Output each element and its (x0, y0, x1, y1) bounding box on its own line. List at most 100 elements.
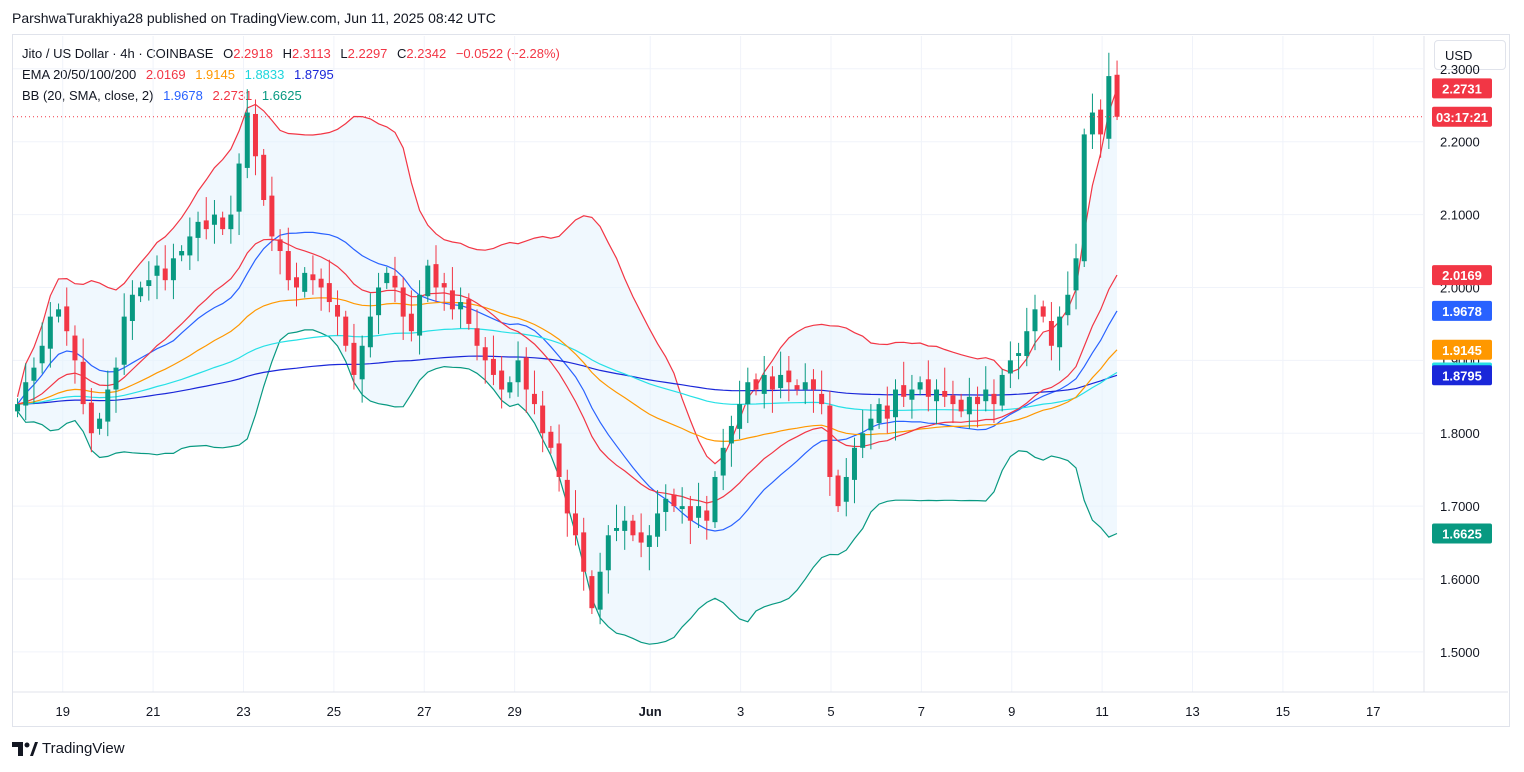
candle-body[interactable] (195, 221, 201, 238)
candle-body[interactable] (983, 389, 989, 402)
candle-body[interactable] (154, 265, 160, 276)
candle-body[interactable] (1040, 306, 1046, 317)
candle-body[interactable] (466, 299, 472, 324)
candle-body[interactable] (556, 443, 562, 477)
candle-body[interactable] (761, 374, 767, 394)
candle-body[interactable] (441, 283, 447, 288)
candle-body[interactable] (605, 535, 611, 571)
candle-body[interactable] (597, 571, 603, 610)
candle-body[interactable] (15, 404, 21, 412)
candle-body[interactable] (893, 389, 899, 418)
candle-body[interactable] (203, 220, 209, 230)
candle-body[interactable] (901, 385, 907, 397)
candle-body[interactable] (687, 506, 693, 521)
candle-body[interactable] (211, 214, 217, 225)
candle-body[interactable] (622, 520, 628, 531)
candle-body[interactable] (236, 163, 242, 212)
candle-body[interactable] (47, 316, 53, 349)
candle-body[interactable] (343, 316, 349, 346)
candle-body[interactable] (728, 425, 734, 444)
candle-body[interactable] (88, 402, 94, 434)
candle-body[interactable] (162, 268, 168, 281)
ema200-line[interactable] (17, 355, 1118, 405)
candle-body[interactable] (614, 528, 620, 531)
candle-body[interactable] (630, 520, 636, 536)
candle-body[interactable] (310, 274, 316, 281)
candle-body[interactable] (851, 447, 857, 480)
candle-body[interactable] (696, 506, 702, 518)
candle-body[interactable] (999, 374, 1005, 406)
candle-body[interactable] (1065, 294, 1071, 316)
candle-body[interactable] (958, 399, 964, 412)
candle-body[interactable] (326, 283, 332, 303)
candle-body[interactable] (589, 576, 595, 609)
candle-body[interactable] (975, 396, 981, 405)
candle-body[interactable] (351, 342, 357, 375)
legend-symbol[interactable]: Jito / US Dollar · 4h · COINBASE (22, 46, 214, 61)
candle-body[interactable] (1024, 331, 1030, 356)
candle-body[interactable] (31, 367, 37, 381)
candle-body[interactable] (564, 479, 570, 514)
candle-body[interactable] (876, 404, 882, 424)
candle-body[interactable] (408, 313, 414, 332)
candle-body[interactable] (318, 278, 324, 288)
candle-body[interactable] (720, 447, 726, 476)
candle-body[interactable] (507, 382, 513, 393)
candle-body[interactable] (909, 389, 915, 400)
candle-body[interactable] (384, 272, 390, 284)
candle-body[interactable] (712, 476, 718, 523)
candle-body[interactable] (105, 389, 111, 422)
candle-body[interactable] (925, 379, 931, 397)
candle-body[interactable] (220, 217, 226, 230)
ema20-line[interactable] (17, 238, 1118, 504)
candle-body[interactable] (146, 280, 152, 287)
candle-body[interactable] (966, 396, 972, 415)
candle-body[interactable] (655, 513, 661, 537)
candle-body[interactable] (1073, 258, 1079, 291)
candle-body[interactable] (753, 379, 759, 390)
tradingview-brand[interactable]: TradingView (12, 740, 125, 757)
candle-body[interactable] (56, 309, 62, 317)
candle-body[interactable] (490, 358, 496, 375)
candle-body[interactable] (531, 393, 537, 405)
candle-body[interactable] (302, 272, 308, 292)
candle-body[interactable] (671, 494, 677, 507)
candle-body[interactable] (540, 405, 546, 434)
candle-body[interactable] (170, 258, 176, 281)
candle-body[interactable] (778, 374, 784, 389)
candle-body[interactable] (769, 376, 775, 390)
candle-body[interactable] (810, 379, 816, 390)
candle-body[interactable] (187, 236, 193, 256)
candle-body[interactable] (499, 370, 505, 390)
candle-body[interactable] (285, 251, 291, 281)
candle-body[interactable] (64, 306, 70, 332)
candle-body[interactable] (261, 154, 267, 200)
legend-ema-row[interactable]: EMA 20/50/100/200 2.0169 1.9145 1.8833 1… (22, 67, 340, 82)
bb-basis-line[interactable] (17, 231, 1118, 532)
candle-body[interactable] (704, 510, 710, 521)
candle-body[interactable] (97, 418, 103, 429)
candle-body[interactable] (400, 287, 406, 317)
candle-body[interactable] (1114, 74, 1120, 117)
candle-body[interactable] (786, 370, 792, 383)
candle-body[interactable] (835, 475, 841, 507)
candle-body[interactable] (39, 345, 45, 364)
candle-body[interactable] (417, 294, 423, 336)
candle-body[interactable] (335, 304, 341, 317)
candle-body[interactable] (934, 389, 940, 402)
currency-button[interactable]: USD (1434, 40, 1506, 70)
candle-body[interactable] (860, 433, 866, 448)
candle-body[interactable] (425, 265, 431, 297)
candle-body[interactable] (138, 287, 144, 297)
candle-body[interactable] (884, 405, 890, 419)
candle-body[interactable] (252, 113, 258, 157)
candle-body[interactable] (1106, 76, 1112, 139)
candle-body[interactable] (244, 112, 250, 168)
candle-body[interactable] (868, 418, 874, 431)
bb-upper-line[interactable] (16, 88, 1118, 465)
candle-body[interactable] (1032, 309, 1038, 332)
candle-body[interactable] (942, 390, 948, 397)
candle-body[interactable] (548, 431, 554, 448)
candle-body[interactable] (228, 214, 234, 230)
